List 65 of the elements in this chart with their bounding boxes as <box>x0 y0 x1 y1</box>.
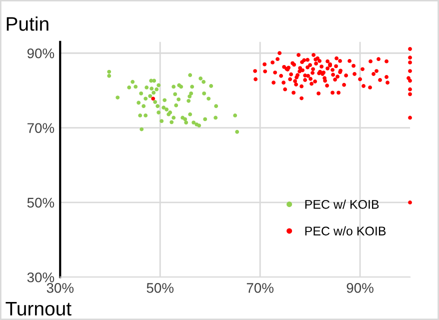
x-tick-label: 90% <box>346 283 374 293</box>
point <box>136 100 141 105</box>
point <box>152 90 156 95</box>
point <box>173 92 178 96</box>
point <box>127 86 132 90</box>
point <box>209 84 214 88</box>
point <box>162 106 166 110</box>
point <box>156 110 161 114</box>
point <box>172 116 176 120</box>
point <box>150 86 154 91</box>
y-tick-label: 90% <box>27 48 54 58</box>
point <box>188 112 192 116</box>
point <box>153 100 158 104</box>
point <box>176 97 181 102</box>
point <box>144 114 148 118</box>
x-tick-label: 50% <box>146 283 174 293</box>
point <box>214 104 218 108</box>
point <box>203 117 208 122</box>
point <box>197 124 202 128</box>
point <box>140 127 144 132</box>
x-tick-label: 70% <box>246 283 274 293</box>
point <box>192 120 196 125</box>
point <box>156 83 161 88</box>
x-axis-title: Turnout <box>6 302 72 316</box>
y-tick-label: 30% <box>27 272 54 282</box>
point <box>190 84 194 89</box>
legend-label: PEC w/o KOIB <box>305 226 386 236</box>
point <box>189 91 194 96</box>
point <box>107 70 112 74</box>
point <box>152 78 156 83</box>
point <box>198 76 203 80</box>
point <box>183 117 188 122</box>
point <box>156 104 160 108</box>
y-axis-title: Putin <box>6 16 48 31</box>
point <box>116 96 120 100</box>
point <box>134 84 138 89</box>
point <box>170 120 174 124</box>
point <box>139 91 144 96</box>
point <box>107 74 112 78</box>
point <box>184 120 188 125</box>
point <box>172 84 176 89</box>
point <box>206 96 211 101</box>
point <box>233 114 238 118</box>
point <box>154 87 159 92</box>
point <box>202 80 206 84</box>
point <box>162 98 167 102</box>
point <box>174 103 178 108</box>
point <box>235 130 240 134</box>
point <box>202 91 206 96</box>
point <box>138 114 142 118</box>
point <box>164 108 169 112</box>
y-tick-label: 70% <box>28 123 54 133</box>
point <box>130 80 135 84</box>
legend-label: PEC w/ KOIB <box>305 200 379 209</box>
point <box>142 104 146 108</box>
point <box>186 98 191 103</box>
y-tick-label: 50% <box>27 198 54 208</box>
point <box>160 119 164 124</box>
point <box>144 86 149 90</box>
point <box>144 96 148 101</box>
point <box>188 94 192 98</box>
point <box>148 94 152 98</box>
point <box>188 73 192 78</box>
point <box>214 116 218 120</box>
x-tick-label: 30% <box>46 283 74 293</box>
